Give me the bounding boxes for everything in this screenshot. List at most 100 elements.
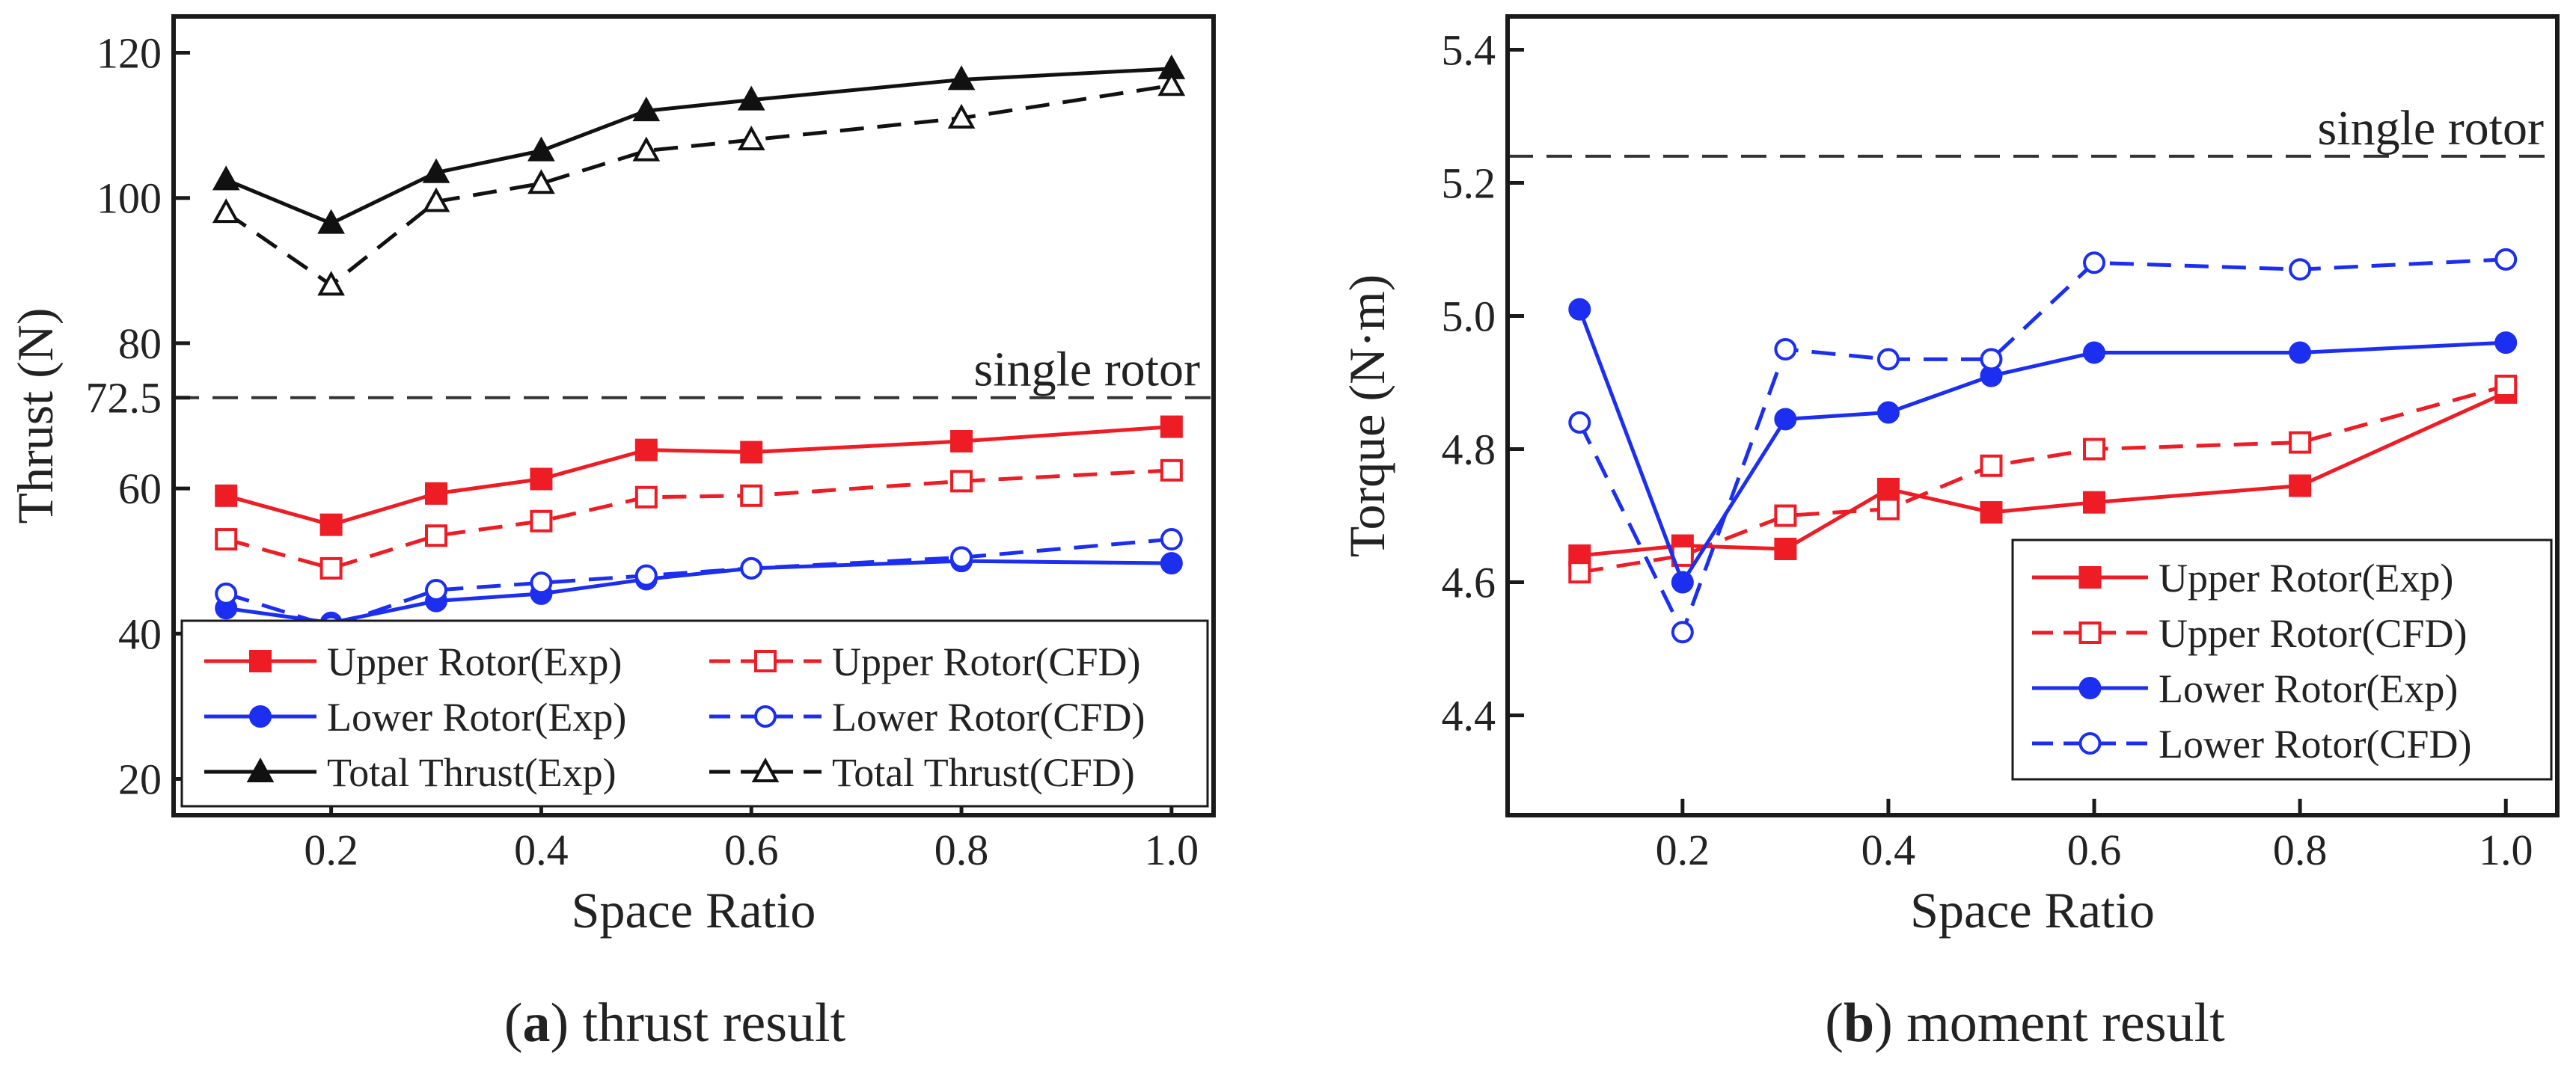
- legend-entry-lower-rotor-exp: Lower Rotor(Exp): [204, 695, 626, 740]
- data-point: [2083, 341, 2106, 364]
- data-point: [1774, 504, 1797, 527]
- data-point: [2289, 258, 2312, 281]
- series-lower-rotor-exp: [1568, 298, 2518, 594]
- data-point: [215, 582, 238, 605]
- data-point: [947, 65, 976, 90]
- data-point: [1671, 621, 1694, 644]
- y-tick-label: 100: [97, 174, 162, 223]
- legend-label: Upper Rotor(Exp): [327, 639, 622, 684]
- x-tick-label: 0.4: [514, 826, 569, 874]
- legend-marker: [751, 757, 780, 782]
- data-point: [634, 485, 658, 509]
- legend: Upper Rotor(Exp) Upper Rotor(CFD) Lower Ro…: [2011, 538, 2553, 781]
- y-tick-label: 60: [118, 464, 162, 513]
- data-point: [1568, 561, 1591, 584]
- data-point: [1980, 348, 2003, 371]
- legend-label: Total Thrust(Exp): [327, 750, 617, 795]
- series-lower-rotor-cfd: [1568, 248, 2518, 644]
- x-tick-label: 0.8: [934, 826, 989, 874]
- panel-moment: single rotor 4.44.64.85.05.25.4 0.2 0.4 0.…: [1339, 14, 2560, 1054]
- series-line: [1579, 390, 2507, 558]
- data-point: [319, 556, 343, 580]
- data-point: [1568, 411, 1591, 434]
- data-point: [950, 470, 973, 493]
- data-point: [1774, 538, 1797, 560]
- x-tick-label: 0.8: [2273, 826, 2328, 874]
- data-point: [527, 169, 555, 194]
- legend-label: Upper Rotor(Exp): [2159, 556, 2453, 601]
- data-point: [1568, 298, 1591, 321]
- legend-marker: [2078, 621, 2102, 644]
- plot-series: [212, 54, 1186, 638]
- caption-letter: b: [1844, 992, 1874, 1054]
- data-point: [632, 136, 661, 162]
- data-point: [740, 441, 763, 464]
- legend-entry-lower-rotor-exp: Lower Rotor(Exp): [2032, 666, 2458, 711]
- data-point: [1160, 552, 1183, 575]
- y-tick-label: 80: [118, 319, 162, 368]
- data-point: [212, 165, 240, 191]
- data-point: [634, 564, 658, 587]
- series-upper-rotor-exp: [215, 415, 1183, 536]
- x-tick-label: 0.6: [724, 826, 779, 874]
- data-point: [2494, 248, 2518, 271]
- x-tick-label: 0.2: [304, 826, 358, 874]
- series-line: [225, 67, 1172, 226]
- y-tick-label: 5.0: [1442, 292, 1496, 341]
- single-rotor-label: single rotor: [2318, 101, 2544, 156]
- plot-series: [1568, 248, 2518, 644]
- legend-marker: [249, 650, 272, 672]
- legend-label: Lower Rotor(Exp): [327, 695, 626, 740]
- caption-text: ) thrust result: [551, 992, 846, 1054]
- legend-entry-total-thrust-exp: Total Thrust(Exp): [204, 750, 617, 795]
- legend-marker: [754, 705, 777, 728]
- y-tick-label: 40: [118, 610, 162, 658]
- data-point: [212, 198, 240, 224]
- x-axis-label: Space Ratio: [1910, 882, 2155, 939]
- data-point: [1160, 528, 1183, 551]
- data-point: [317, 209, 345, 234]
- y-tick-label: 4.8: [1442, 426, 1496, 474]
- data-point: [1876, 348, 1900, 371]
- data-point: [1774, 338, 1797, 360]
- data-point: [1160, 415, 1183, 438]
- series-upper-rotor-cfd: [215, 458, 1183, 580]
- data-point: [527, 136, 555, 162]
- series-line: [1578, 257, 2506, 634]
- series-line: [1579, 384, 2506, 574]
- legend-label: Lower Rotor(Exp): [2159, 666, 2458, 711]
- series-total-thrust-exp: [212, 54, 1186, 234]
- y-tick-label: 120: [97, 29, 162, 78]
- data-point: [530, 509, 553, 532]
- x-tick-label: 1.0: [1145, 826, 1199, 874]
- y-axis-label: Thrust (N): [7, 308, 64, 524]
- data-point: [530, 467, 553, 491]
- data-point: [740, 556, 763, 580]
- panel-caption: (b) moment result: [1825, 992, 2225, 1054]
- data-point: [2083, 491, 2106, 514]
- data-point: [1157, 71, 1186, 96]
- data-point: [950, 546, 973, 569]
- data-point: [950, 429, 973, 452]
- y-axis-ticks: 4.4 4.6 4.8 5.0 5.2 5.4: [1442, 26, 1524, 740]
- legend-entry-upper-rotor-exp: Upper Rotor(Exp): [2032, 556, 2453, 601]
- caption-letter: a: [523, 992, 551, 1054]
- y-tick-label: 5.2: [1442, 159, 1496, 208]
- legend-marker: [2078, 566, 2102, 589]
- data-point: [317, 271, 345, 296]
- data-point: [215, 528, 238, 551]
- y-tick-label: 4.4: [1442, 692, 1496, 740]
- data-point: [740, 484, 763, 507]
- legend-box: [2011, 538, 2553, 781]
- series-upper-rotor-cfd: [1568, 374, 2518, 584]
- y-tick-label: 72.5: [86, 374, 162, 423]
- single-rotor-label: single rotor: [974, 343, 1200, 397]
- data-point: [425, 482, 448, 505]
- legend: Upper Rotor(Exp) Lower Rotor(Exp) Total Th…: [180, 619, 1209, 808]
- data-point: [1774, 408, 1797, 431]
- data-point: [1876, 477, 1900, 500]
- legend-label: Total Thrust(CFD): [832, 750, 1135, 795]
- x-tick-label: 0.6: [2067, 826, 2122, 874]
